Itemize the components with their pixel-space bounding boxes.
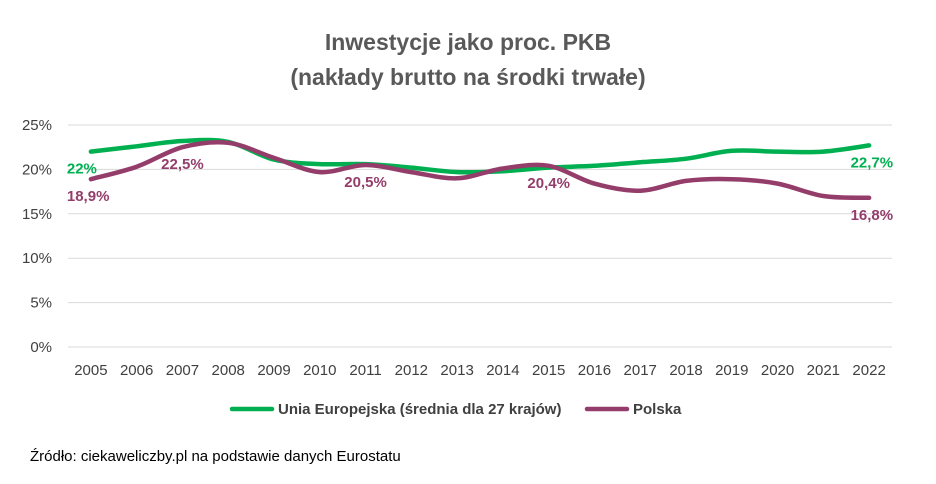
x-tick-label: 2006: [120, 362, 153, 379]
x-tick-label: 2012: [395, 362, 428, 379]
x-tick-label: 2022: [852, 362, 885, 379]
x-tick-label: 2016: [578, 362, 611, 379]
y-tick-label: 5%: [30, 295, 52, 312]
data-label: 20,4%: [527, 175, 570, 192]
data-label: 20,5%: [344, 174, 387, 191]
legend-label: Unia Europejska (średnia dla 27 krajów): [278, 401, 561, 418]
data-label: 22,7%: [851, 154, 894, 171]
y-tick-label: 15%: [22, 206, 52, 223]
series-lines: [88, 137, 872, 201]
gridlines: [68, 124, 892, 348]
x-tick-label: 2014: [486, 362, 519, 379]
x-tick-label: 2008: [212, 362, 245, 379]
x-tick-label: 2019: [715, 362, 748, 379]
x-tick-label: 2021: [807, 362, 840, 379]
x-tick-label: 2007: [166, 362, 199, 379]
y-tick-label: 0%: [30, 339, 52, 356]
x-tick-label: 2017: [624, 362, 657, 379]
y-axis: 0% 5% 10% 15% 20% 25%: [22, 117, 52, 356]
data-label: 22,5%: [161, 156, 204, 173]
data-label: 16,8%: [851, 207, 894, 224]
chart-title-line-1: Inwestycje jako proc. PKB: [325, 29, 611, 55]
x-tick-label: 2010: [303, 362, 336, 379]
y-tick-label: 20%: [22, 161, 52, 178]
x-axis: 2005 2006 2007 2008 2009 2010 2011 2012 2013 2014…: [74, 362, 886, 379]
x-tick-label: 2005: [74, 362, 107, 379]
x-tick-label: 2020: [761, 362, 794, 379]
source-note: Źródło: ciekaweliczby.pl na podstawie da…: [30, 448, 401, 465]
x-tick-label: 2013: [440, 362, 473, 379]
x-tick-label: 2009: [257, 362, 290, 379]
y-tick-label: 10%: [22, 250, 52, 267]
x-tick-label: 2011: [349, 362, 381, 379]
legend-label: Polska: [633, 401, 682, 418]
x-tick-label: 2018: [669, 362, 702, 379]
x-tick-label: 2015: [532, 362, 565, 379]
y-tick-label: 25%: [22, 117, 52, 134]
data-label: 22%: [67, 161, 97, 178]
data-labels: 22% 22,7% 18,9% 22,5% 20,5% 20,4% 16,8%: [67, 154, 893, 223]
chart-title-line-2: (nakłady brutto na środki trwałe): [290, 64, 645, 90]
data-label: 18,9%: [67, 188, 110, 205]
legend: Unia Europejska (średnia dla 27 krajów) P…: [229, 401, 682, 418]
series-line-polska: [88, 139, 872, 201]
